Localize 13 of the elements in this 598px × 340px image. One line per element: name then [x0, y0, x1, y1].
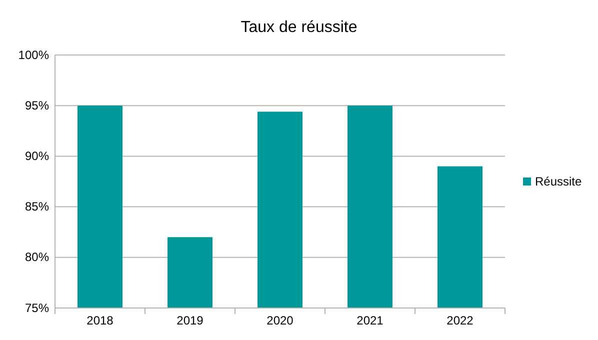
- x-tick-label: 2018: [86, 314, 114, 328]
- y-tick-label: 80%: [24, 250, 50, 264]
- legend-label: Réussite: [535, 174, 582, 188]
- x-tick-label: 2022: [446, 314, 474, 328]
- y-tick-label: 95%: [24, 98, 50, 112]
- x-tick-label: 2020: [266, 314, 294, 328]
- y-tick-label: 90%: [24, 149, 50, 164]
- y-tick-label: 100%: [18, 48, 50, 62]
- x-tick-label: 2021: [356, 314, 384, 328]
- y-tick-label: 85%: [24, 200, 50, 214]
- chart-title: Taux de réussite: [240, 19, 358, 36]
- y-tick-label: 75%: [24, 300, 50, 315]
- x-tick-label: 2019: [176, 314, 204, 328]
